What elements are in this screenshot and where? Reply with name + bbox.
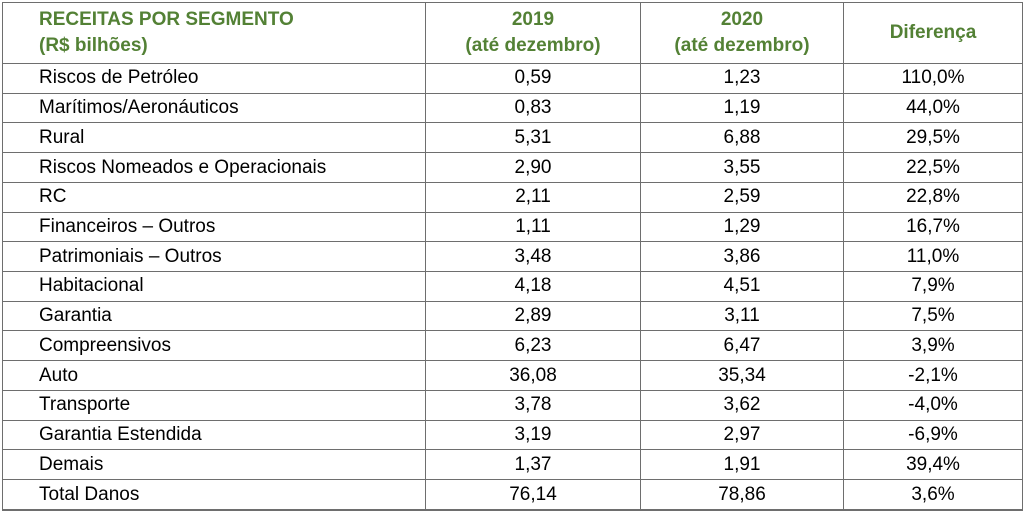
value-2020-cell: 1,19 <box>640 92 844 124</box>
segment-cell: Riscos Nomeados e Operacionais <box>2 152 426 183</box>
header-segment-subtitle: (R$ bilhões) <box>39 35 148 56</box>
value-2019-cell: 4,18 <box>425 271 641 302</box>
value-2019-cell: 3,48 <box>425 241 641 273</box>
segment-cell: Total Danos <box>2 479 426 511</box>
diff-cell: 3,9% <box>843 330 1023 362</box>
header-2019-period: (até dezembro) <box>465 35 601 56</box>
value-2020-cell: 1,91 <box>640 449 844 481</box>
diff-cell: 11,0% <box>843 241 1023 273</box>
value-2019-cell: 2,90 <box>425 152 641 183</box>
header-segment: RECEITAS POR SEGMENTO (R$ bilhões) <box>2 2 426 64</box>
diff-cell: -4,0% <box>843 389 1023 421</box>
table-row: Riscos Nomeados e Operacionais 2,90 3,55… <box>2 152 1023 183</box>
diff-cell: 39,4% <box>843 449 1023 481</box>
value-2019-cell: 0,59 <box>425 63 641 94</box>
diff-cell: 29,5% <box>843 122 1023 154</box>
value-2020-cell: 6,88 <box>640 122 844 154</box>
value-2019-cell: 0,83 <box>425 92 641 124</box>
diff-cell: 22,8% <box>843 181 1023 213</box>
segment-cell: Compreensivos <box>2 330 426 362</box>
value-2019-cell: 3,19 <box>425 419 641 451</box>
value-2020-cell: 6,47 <box>640 330 844 362</box>
segment-cell: Habitacional <box>2 271 426 302</box>
table-row: Riscos de Petróleo 0,59 1,23 110,0% <box>2 63 1023 94</box>
value-2019-cell: 5,31 <box>425 122 641 154</box>
segment-cell: Garantia <box>2 300 426 332</box>
value-2020-cell: 3,62 <box>640 389 844 421</box>
table-row: Total Danos 76,14 78,86 3,6% <box>2 479 1023 511</box>
diff-cell: 7,9% <box>843 271 1023 302</box>
value-2019-cell: 1,37 <box>425 449 641 481</box>
value-2020-cell: 1,29 <box>640 211 844 243</box>
table-row: Demais 1,37 1,91 39,4% <box>2 449 1023 481</box>
segment-cell: RC <box>2 181 426 213</box>
header-2020-year: 2020 <box>720 9 764 30</box>
value-2020-cell: 3,86 <box>640 241 844 273</box>
table-row: Compreensivos 6,23 6,47 3,9% <box>2 330 1023 362</box>
table-row: Financeiros – Outros 1,11 1,29 16,7% <box>2 211 1023 243</box>
value-2019-cell: 76,14 <box>425 479 641 511</box>
segment-cell: Riscos de Petróleo <box>2 63 426 94</box>
table-row: Patrimoniais – Outros 3,48 3,86 11,0% <box>2 241 1023 273</box>
diff-cell: -2,1% <box>843 360 1023 391</box>
value-2019-cell: 2,89 <box>425 300 641 332</box>
segment-cell: Transporte <box>2 389 426 421</box>
value-2020-cell: 78,86 <box>640 479 844 511</box>
value-2020-cell: 3,11 <box>640 300 844 332</box>
segment-cell: Patrimoniais – Outros <box>2 241 426 273</box>
header-2020: 2020 (até dezembro) <box>640 2 844 64</box>
diff-cell: 110,0% <box>843 63 1023 94</box>
header-diferenca: Diferença <box>843 2 1023 64</box>
diff-cell: 16,7% <box>843 211 1023 243</box>
header-segment-title: RECEITAS POR SEGMENTO <box>39 9 294 30</box>
value-2019-cell: 2,11 <box>425 181 641 213</box>
value-2020-cell: 35,34 <box>640 360 844 391</box>
table-row: Habitacional 4,18 4,51 7,9% <box>2 271 1023 302</box>
table-row: Marítimos/Aeronáuticos 0,83 1,19 44,0% <box>2 92 1023 124</box>
diff-cell: 7,5% <box>843 300 1023 332</box>
table-body: Riscos de Petróleo 0,59 1,23 110,0% Marí… <box>2 63 1023 511</box>
table-row: RC 2,11 2,59 22,8% <box>2 181 1023 213</box>
table-row: Garantia 2,89 3,11 7,5% <box>2 300 1023 332</box>
value-2019-cell: 6,23 <box>425 330 641 362</box>
value-2020-cell: 1,23 <box>640 63 844 94</box>
table-row: Auto 36,08 35,34 -2,1% <box>2 360 1023 391</box>
table-row: Transporte 3,78 3,62 -4,0% <box>2 389 1023 421</box>
diff-cell: -6,9% <box>843 419 1023 451</box>
header-2019-year: 2019 <box>511 9 555 30</box>
diff-cell: 22,5% <box>843 152 1023 183</box>
value-2020-cell: 3,55 <box>640 152 844 183</box>
segment-cell: Rural <box>2 122 426 154</box>
segment-cell: Demais <box>2 449 426 481</box>
value-2020-cell: 2,97 <box>640 419 844 451</box>
table-row: Garantia Estendida 3,19 2,97 -6,9% <box>2 419 1023 451</box>
value-2019-cell: 3,78 <box>425 389 641 421</box>
segment-cell: Marítimos/Aeronáuticos <box>2 92 426 124</box>
value-2019-cell: 1,11 <box>425 211 641 243</box>
value-2019-cell: 36,08 <box>425 360 641 391</box>
segment-cell: Auto <box>2 360 426 391</box>
header-2019: 2019 (até dezembro) <box>425 2 641 64</box>
diff-cell: 44,0% <box>843 92 1023 124</box>
diff-cell: 3,6% <box>843 479 1023 511</box>
segment-cell: Garantia Estendida <box>2 419 426 451</box>
table-row: Rural 5,31 6,88 29,5% <box>2 122 1023 154</box>
revenue-by-segment-table: RECEITAS POR SEGMENTO (R$ bilhões) 2019 … <box>2 2 1023 511</box>
header-2020-period: (até dezembro) <box>674 35 810 56</box>
value-2020-cell: 2,59 <box>640 181 844 213</box>
value-2020-cell: 4,51 <box>640 271 844 302</box>
segment-cell: Financeiros – Outros <box>2 211 426 243</box>
header-row: RECEITAS POR SEGMENTO (R$ bilhões) 2019 … <box>2 2 1023 64</box>
